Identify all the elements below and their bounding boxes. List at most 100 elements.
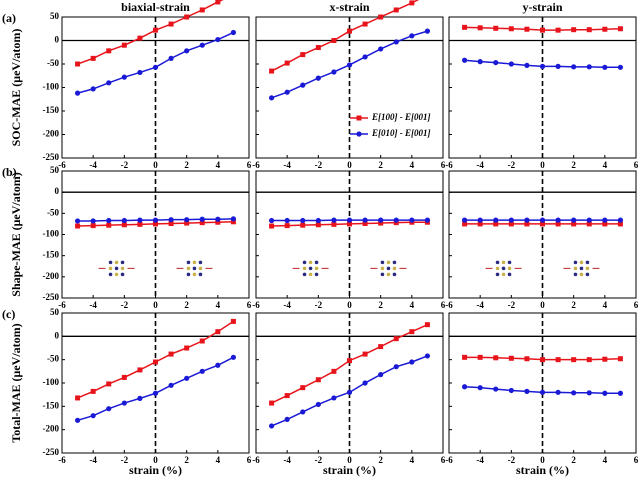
marker (137, 367, 143, 373)
marker (106, 80, 112, 86)
marker (74, 218, 81, 224)
marker (90, 55, 96, 61)
x-tick-label: -4 (89, 300, 97, 310)
marker (168, 220, 174, 226)
marker (90, 223, 96, 229)
x-tick-label: -2 (315, 455, 323, 465)
marker (524, 356, 530, 362)
marker (75, 223, 81, 229)
x-tick-label: -4 (89, 455, 97, 465)
marker (586, 390, 592, 396)
marker (284, 393, 290, 399)
marker (477, 221, 483, 227)
x-tick-label: -6 (445, 300, 453, 310)
marker (602, 390, 608, 396)
marker (153, 221, 158, 227)
structure-atom (579, 260, 584, 265)
marker (477, 25, 483, 31)
marker (393, 7, 399, 13)
x-axis-label: strain (%) (129, 463, 182, 477)
marker (617, 356, 623, 362)
marker (106, 381, 112, 387)
marker (75, 395, 81, 401)
x-tick-label: 0 (347, 160, 352, 170)
x-tick-label: 6 (634, 455, 639, 465)
marker (121, 400, 127, 406)
marker (315, 45, 321, 51)
marker (300, 82, 306, 88)
x-tick-label: -6 (58, 160, 66, 170)
x-tick-label: -4 (283, 455, 291, 465)
marker (393, 217, 399, 223)
marker (493, 221, 499, 227)
structure-atom (114, 272, 119, 277)
x-tick-label: 0 (153, 160, 158, 170)
structure-atom (573, 272, 578, 277)
marker (315, 222, 321, 228)
marker (508, 26, 514, 32)
marker (230, 354, 237, 360)
y-axis-label: SOC-MAE (μeV/atom) (9, 29, 23, 147)
marker (153, 359, 158, 365)
marker (555, 221, 561, 227)
marker (409, 33, 415, 39)
legend-marker (356, 131, 362, 137)
x-tick-label: -4 (476, 455, 484, 465)
marker (168, 21, 174, 27)
marker (346, 217, 353, 223)
x-tick-label: 2 (378, 455, 383, 465)
marker (184, 48, 190, 54)
structure-atom (585, 266, 590, 271)
marker (524, 62, 530, 69)
x-axis-label: strain (%) (516, 463, 569, 477)
structure-atom (585, 272, 590, 277)
y-axis-label: Shape-MAE (μeV/atom) (9, 172, 23, 296)
x-tick-label: -2 (315, 300, 323, 310)
marker (331, 368, 337, 374)
marker (331, 221, 337, 227)
y-tick-label: -200 (43, 129, 60, 139)
x-tick-label: 4 (410, 160, 415, 170)
structure-atom (392, 266, 397, 271)
x-tick-label: 6 (247, 455, 252, 465)
marker (137, 217, 143, 223)
marker (602, 221, 608, 227)
marker (152, 217, 159, 223)
marker (378, 46, 384, 52)
marker (230, 216, 237, 222)
x-tick-label: -6 (252, 300, 260, 310)
x-tick-label: -6 (445, 160, 453, 170)
structure-atom (501, 266, 506, 271)
marker (300, 52, 306, 58)
structure-atom (302, 266, 307, 271)
marker (462, 354, 468, 360)
structure-atom (501, 272, 506, 277)
marker (477, 217, 483, 223)
x-tick-label: -4 (283, 300, 291, 310)
marker (555, 63, 561, 69)
marker (617, 221, 623, 227)
marker (393, 39, 399, 45)
x-tick-label: 4 (603, 160, 608, 170)
structure-atom (308, 260, 313, 265)
marker (199, 42, 205, 48)
marker (184, 217, 190, 223)
marker (571, 390, 577, 396)
marker (362, 21, 368, 27)
x-tick-label: 0 (540, 455, 545, 465)
structure-atom (579, 266, 584, 271)
x-tick-label: 0 (540, 160, 545, 170)
marker (524, 26, 530, 32)
marker (461, 217, 468, 223)
y-tick-label: -100 (43, 229, 60, 239)
x-tick-label: -4 (476, 160, 484, 170)
marker (315, 75, 321, 81)
marker (493, 217, 499, 223)
marker (230, 318, 236, 324)
marker (393, 336, 399, 342)
y-tick-label: -150 (43, 400, 60, 410)
structure-atom (507, 272, 512, 277)
x-tick-label: 6 (247, 160, 252, 170)
y-tick-label: 50 (50, 165, 60, 175)
